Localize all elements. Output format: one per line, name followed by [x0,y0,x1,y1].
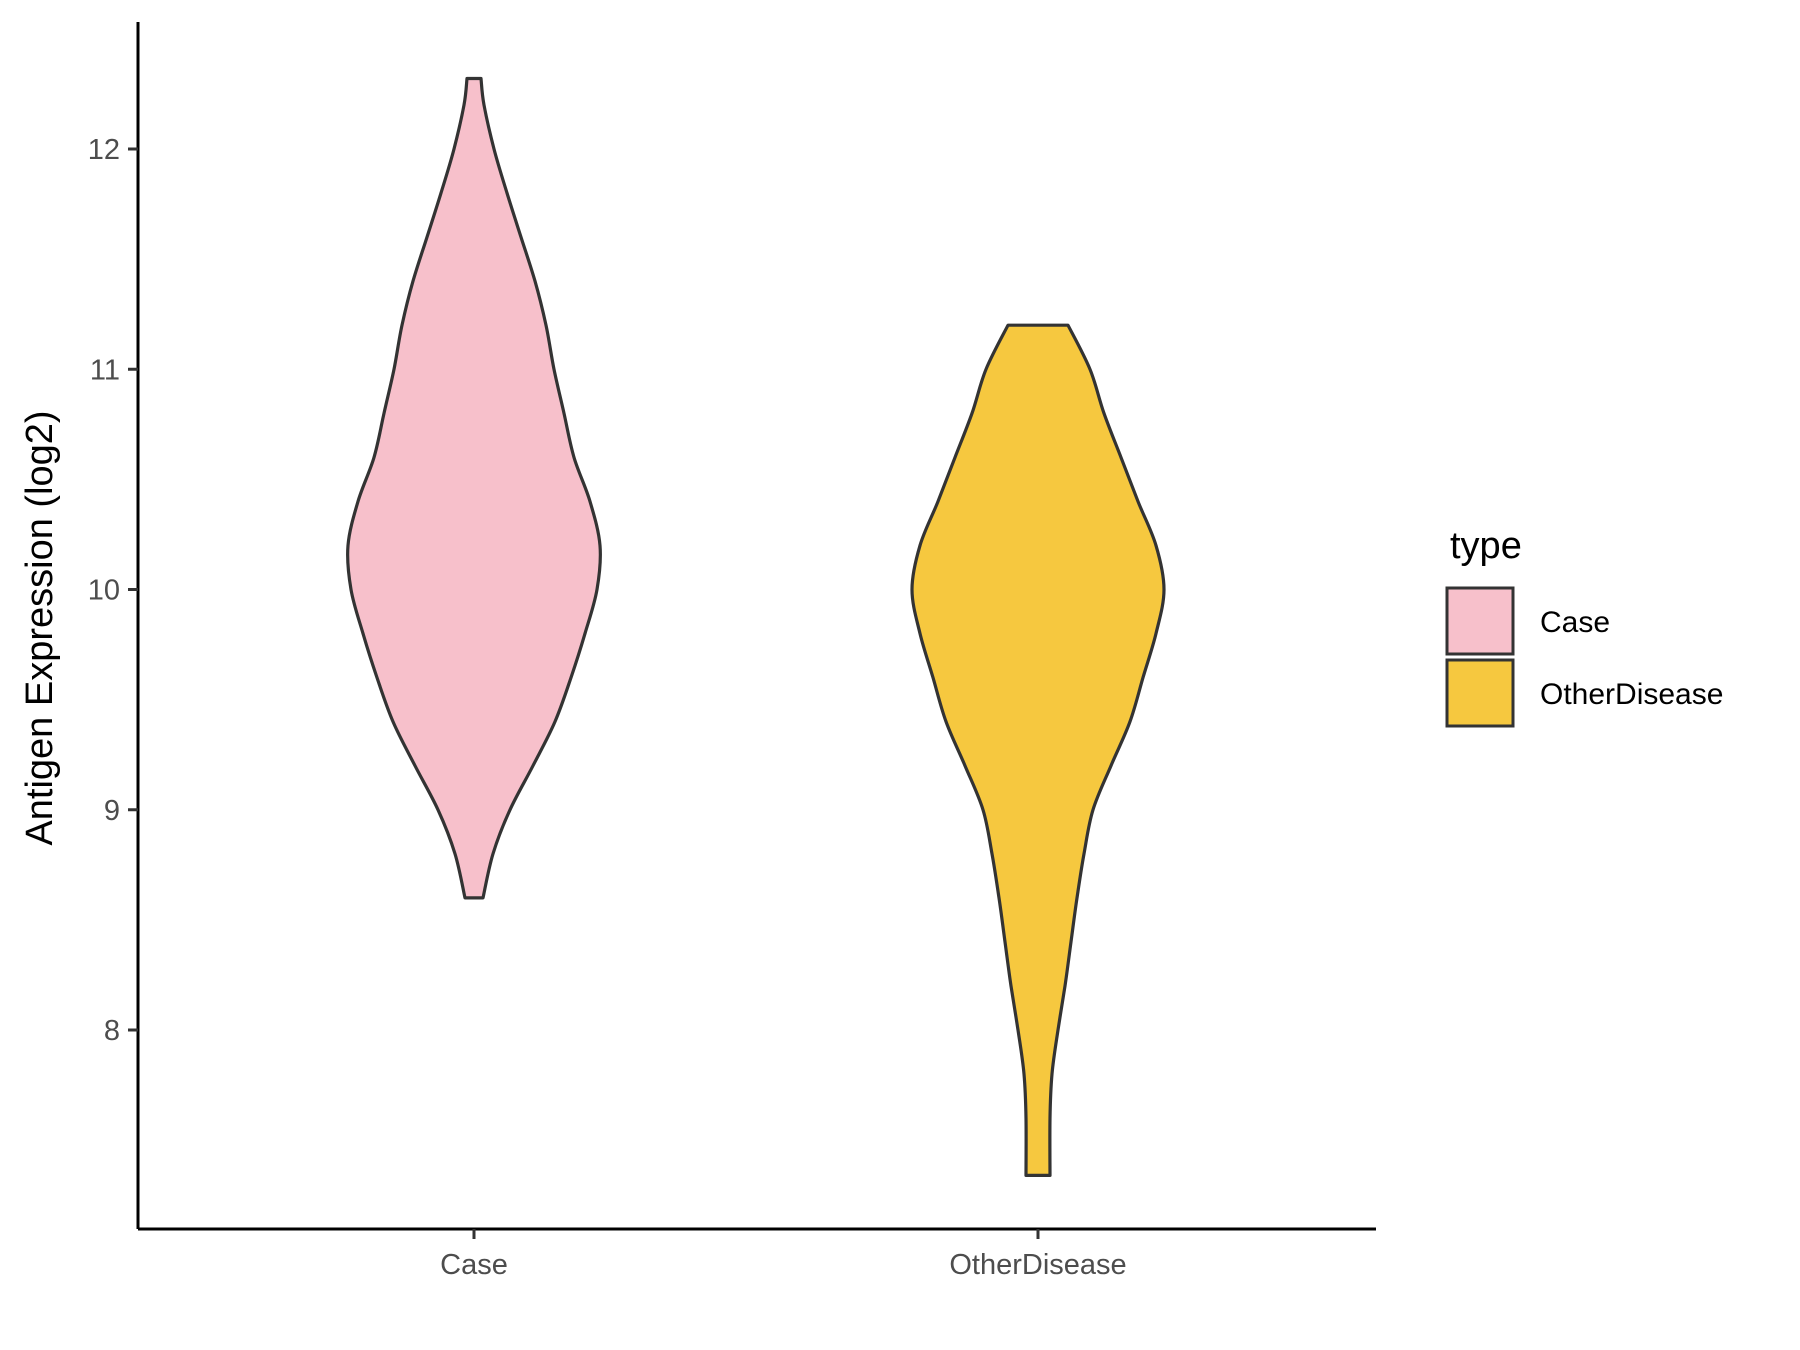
y-axis: 8 9 10 11 12 [88,22,140,1229]
plot-area [346,76,1166,1177]
y-tick-label: 11 [90,354,120,386]
y-tick-label: 12 [88,134,120,166]
x-tick-label: Case [440,1249,508,1281]
x-axis: Case OtherDisease [138,1227,1376,1281]
legend-title: type [1450,525,1522,567]
violin-case [346,76,602,900]
violin-otherdisease [910,323,1166,1177]
legend-label: Case [1540,606,1610,639]
y-tick-label: 10 [88,575,120,607]
x-tick-label: OtherDisease [949,1249,1126,1281]
legend: type Case OtherDisease [1445,525,1723,728]
legend-key-case [1445,586,1515,656]
y-axis-title: Antigen Expression (log2) [19,410,61,845]
y-tick-label: 9 [104,795,120,827]
legend-label: OtherDisease [1540,678,1723,711]
legend-key-otherdisease [1445,658,1515,728]
y-tick-label: 8 [104,1015,120,1047]
